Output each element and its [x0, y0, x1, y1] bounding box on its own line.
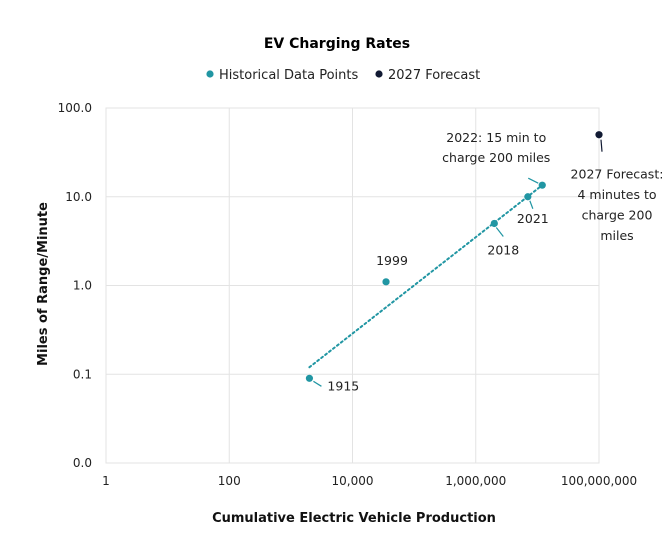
- legend-label-historical: Historical Data Points: [219, 68, 358, 83]
- annotation-leader: [529, 200, 534, 209]
- forecast-point: [595, 131, 603, 139]
- annotation-leader: [495, 227, 504, 237]
- annotations: 1915 1999 2018 2021 2022: 15 min to charge 20…: [313, 130, 663, 393]
- y-tick-label: 0.0: [73, 456, 92, 470]
- y-tick-label: 0.1: [73, 367, 92, 381]
- x-tick-label: 100,000,000: [561, 474, 637, 488]
- data-points: [305, 131, 603, 382]
- legend-marker-historical: [206, 70, 214, 78]
- legend: Historical Data Points 2027 Forecast: [206, 68, 480, 83]
- historical-point: [490, 219, 498, 228]
- legend-label-forecast: 2027 Forecast: [388, 68, 480, 83]
- data-label: 2022: 15 min to charge 200 miles: [442, 130, 550, 165]
- data-label: 1915: [327, 378, 359, 393]
- legend-marker-forecast: [375, 70, 383, 78]
- annotation-leader: [313, 380, 322, 387]
- data-label: 2018: [487, 242, 519, 257]
- historical-point: [382, 278, 390, 286]
- y-tick-label: 100.0: [58, 101, 92, 115]
- historical-point: [524, 193, 532, 201]
- x-tick-label: 100: [218, 474, 241, 488]
- historical-point: [305, 374, 314, 382]
- trendline: [308, 184, 544, 369]
- data-label: 2027 Forecast: 4 minutes to charge 200 mile…: [571, 167, 664, 244]
- y-tick-label: 1.0: [73, 279, 92, 293]
- y-axis-title: Miles of Range/Minute: [36, 202, 51, 366]
- y-tick-label: 10.0: [65, 190, 92, 204]
- x-tick-label: 1: [102, 474, 110, 488]
- annotation-leader: [600, 139, 603, 152]
- y-axis-ticks: 0.0 0.1 1.0 10.0 100.0: [58, 101, 92, 470]
- trendline-group: [308, 184, 544, 369]
- data-label: 1999: [376, 253, 408, 268]
- gridlines: [105, 107, 600, 464]
- x-axis-ticks: 1 100 10,000 1,000,000 100,000,000: [102, 474, 637, 488]
- x-tick-label: 10,000: [332, 474, 374, 488]
- x-tick-label: 1,000,000: [445, 474, 506, 488]
- historical-point: [538, 181, 546, 189]
- data-label: 2021: [517, 211, 549, 226]
- chart-title: EV Charging Rates: [264, 36, 410, 52]
- annotation-leader: [527, 177, 539, 184]
- x-axis-title: Cumulative Electric Vehicle Production: [212, 511, 496, 526]
